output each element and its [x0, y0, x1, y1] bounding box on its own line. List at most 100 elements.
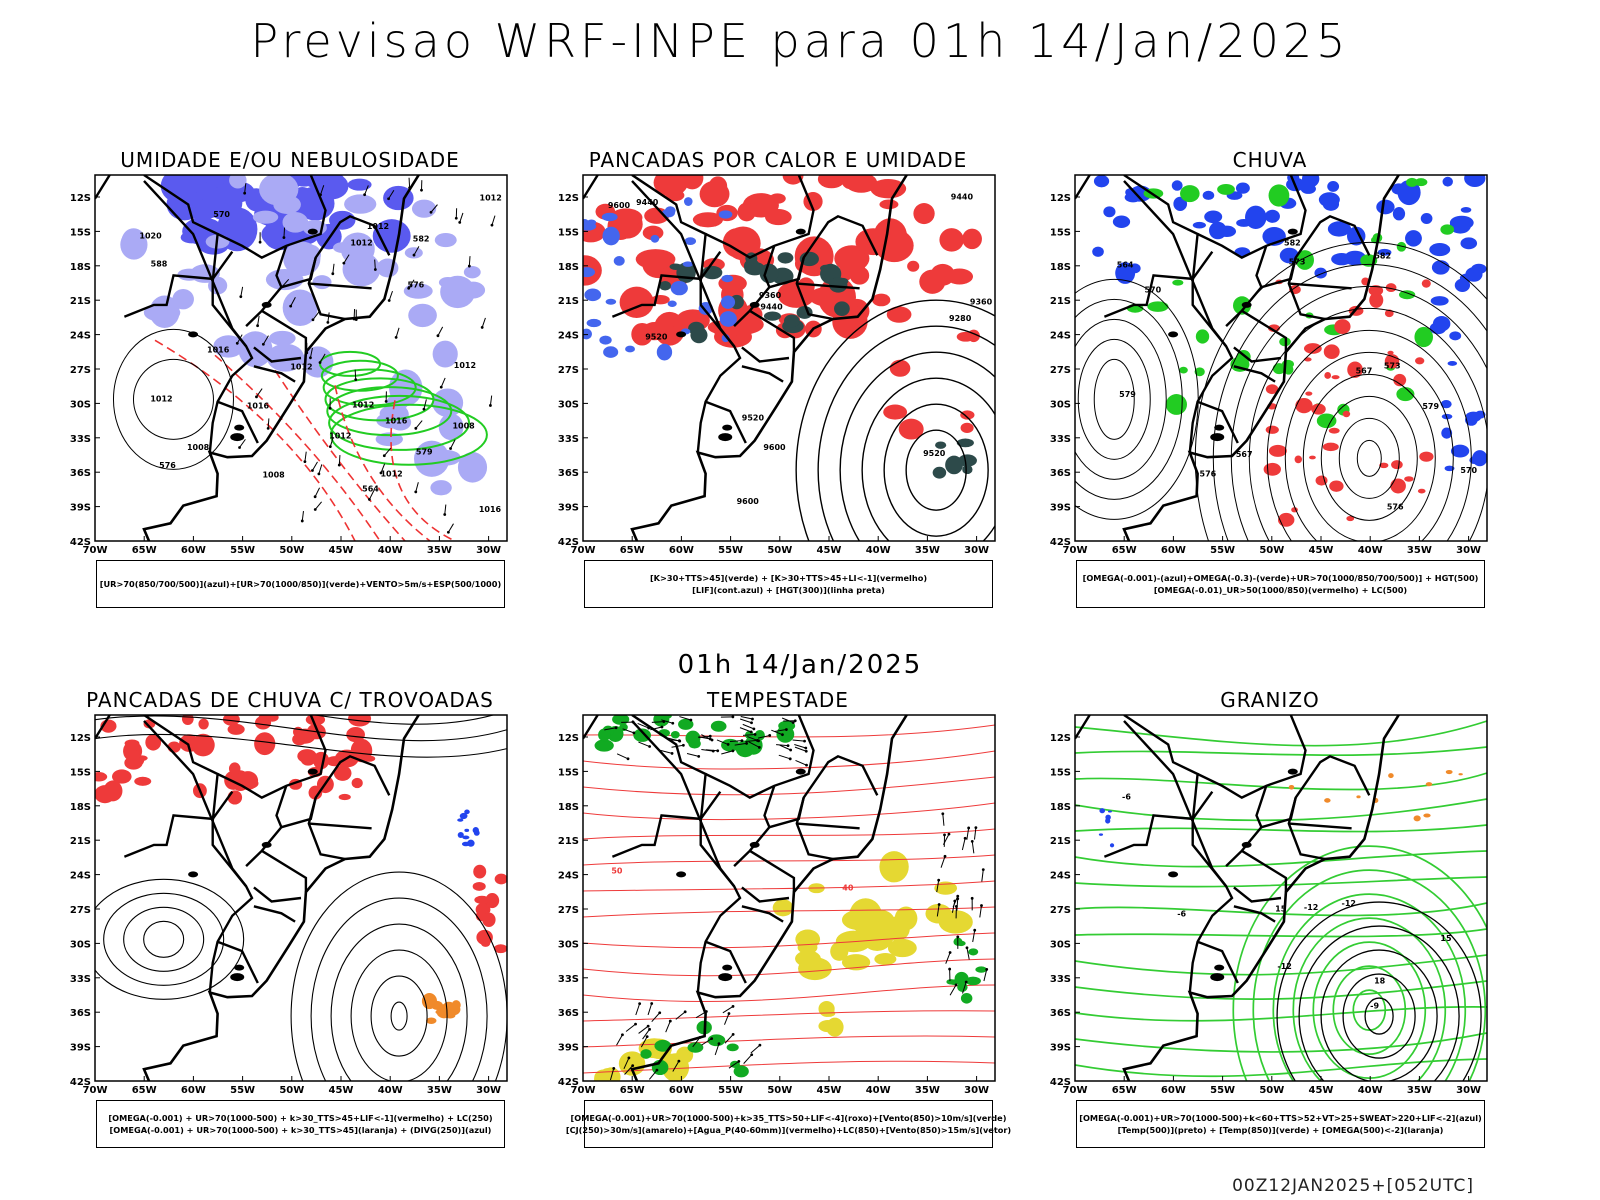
streamline-250: [350, 949, 448, 1081]
rh-upper-fill: [269, 330, 296, 346]
wind-vector: [256, 324, 259, 328]
streamline-250: [143, 920, 185, 958]
wind-vector: [648, 1069, 658, 1080]
lat-tick-label: 39S: [70, 1043, 91, 1054]
wind-vector: [468, 256, 471, 267]
unstable-red-fill: [874, 229, 914, 263]
border-line: [1241, 309, 1288, 353]
wind-vector: [354, 378, 358, 382]
lon-tick-label: 60W: [669, 545, 694, 556]
wind-vector: [937, 903, 941, 906]
border-line: [1075, 175, 1091, 200]
wind-vector: [342, 261, 346, 265]
omega-green-fill: [1147, 301, 1169, 312]
border-line: [1288, 822, 1352, 830]
wind850-green-fill: [778, 720, 796, 731]
omega-blue-fill: [1377, 248, 1392, 256]
contour-label: 50: [611, 866, 623, 875]
border-line: [143, 175, 219, 282]
rh-upper-fill: [149, 295, 180, 329]
map-content: 50 40: [583, 715, 995, 1081]
ur-red-fill: [1369, 292, 1384, 308]
wind-vector: [937, 878, 941, 882]
wind-vector: [948, 951, 952, 954]
lon-tick-label: 40W: [1358, 1085, 1383, 1096]
wind-vector: [940, 856, 946, 868]
lat-tick-label: 12S: [558, 193, 579, 204]
wind-vector: [717, 1042, 721, 1045]
wind-vector: [480, 326, 484, 329]
map-content: 582 582 579 576 573 570 567 564 573 570 567 576 579: [1075, 175, 1487, 541]
lake-blob: [230, 973, 245, 982]
omega-blue-fill: [1103, 206, 1116, 218]
wind-vector: [737, 1059, 741, 1063]
border-line: [1197, 400, 1239, 444]
lat-tick-label: 24S: [70, 331, 91, 342]
wind-vector: [701, 749, 714, 752]
wind-vector: [961, 838, 966, 851]
lake-blob: [676, 331, 687, 338]
omega-green-fill: [1195, 329, 1210, 344]
wind-vector: [384, 400, 388, 403]
wind-vector: [638, 1025, 649, 1034]
thunder-red-fill: [227, 723, 245, 735]
omega-blue-fill: [1441, 427, 1453, 439]
lon-tick-label: 60W: [1161, 545, 1186, 556]
wind-vector: [757, 745, 761, 749]
lake-blob: [188, 331, 199, 338]
border-line: [795, 257, 834, 321]
wind-vector: [414, 426, 418, 430]
wind-vector: [980, 904, 983, 907]
border-line: [705, 940, 747, 984]
lat-tick-label: 33S: [1050, 434, 1071, 445]
streamline-850: [583, 750, 995, 770]
wind-vector: [731, 715, 735, 719]
wind-vector: [258, 240, 262, 244]
omega-blue-fill: [1332, 222, 1352, 235]
thunder-red-fill: [473, 864, 487, 879]
lat-tick-label: 39S: [558, 503, 579, 514]
wind-vector: [413, 246, 420, 256]
rh-upper-fill: [121, 228, 146, 255]
wind-vector: [721, 750, 734, 755]
unstable-red-fill: [769, 193, 786, 204]
contour-label: 9520: [742, 414, 765, 423]
forecast-map: 9600 9520 9440 9520 9600 9600 9520 9440 9360 9280…: [558, 174, 996, 556]
lon-tick-label: 35W: [427, 545, 452, 556]
panel-title: CHUVA: [1232, 148, 1308, 172]
wind850-green-fill: [710, 720, 727, 732]
thunder-red-fill: [472, 881, 486, 891]
wind-vector: [337, 463, 341, 467]
unstable-red-fill: [879, 199, 899, 210]
wind-vector: [491, 215, 496, 226]
thunder-red-fill: [227, 790, 243, 805]
coastline: [142, 175, 439, 541]
contour-label: 1012: [367, 222, 389, 231]
wind-vector: [363, 193, 367, 197]
wind850-green-fill: [946, 979, 956, 985]
rh-upper-fill: [282, 289, 318, 327]
border-line: [1233, 886, 1282, 903]
rh-upper-fill: [414, 440, 450, 477]
wind-vector: [983, 969, 988, 982]
omega-blue-fill: [1444, 465, 1455, 472]
omega500-orange-fill: [1324, 798, 1331, 803]
contour-label: 15: [1275, 905, 1287, 914]
lifted-index-contour: [605, 298, 617, 305]
contour-label: 9440: [760, 302, 783, 311]
lifted-index-contour: [584, 288, 602, 302]
wind-vector: [966, 827, 970, 840]
wind-vector: [642, 1029, 650, 1040]
streamline-850: [583, 984, 995, 1003]
panel-hail: GRANIZO -6 -6 -9 -12 -12 15 18 15 -12 12S 15S 18S 21…: [1040, 688, 1500, 1158]
lon-tick-label: 65W: [132, 545, 157, 556]
rh-upper-fill: [347, 178, 372, 191]
wind-vector: [408, 279, 415, 289]
lon-tick-label: 40W: [378, 1085, 403, 1096]
wind850-green-fill: [968, 948, 979, 956]
omega500-orange-fill: [1356, 795, 1361, 799]
streamline-250: [103, 892, 225, 986]
hgt500-contour: [1230, 285, 1487, 541]
unstable-red-fill: [765, 209, 792, 226]
